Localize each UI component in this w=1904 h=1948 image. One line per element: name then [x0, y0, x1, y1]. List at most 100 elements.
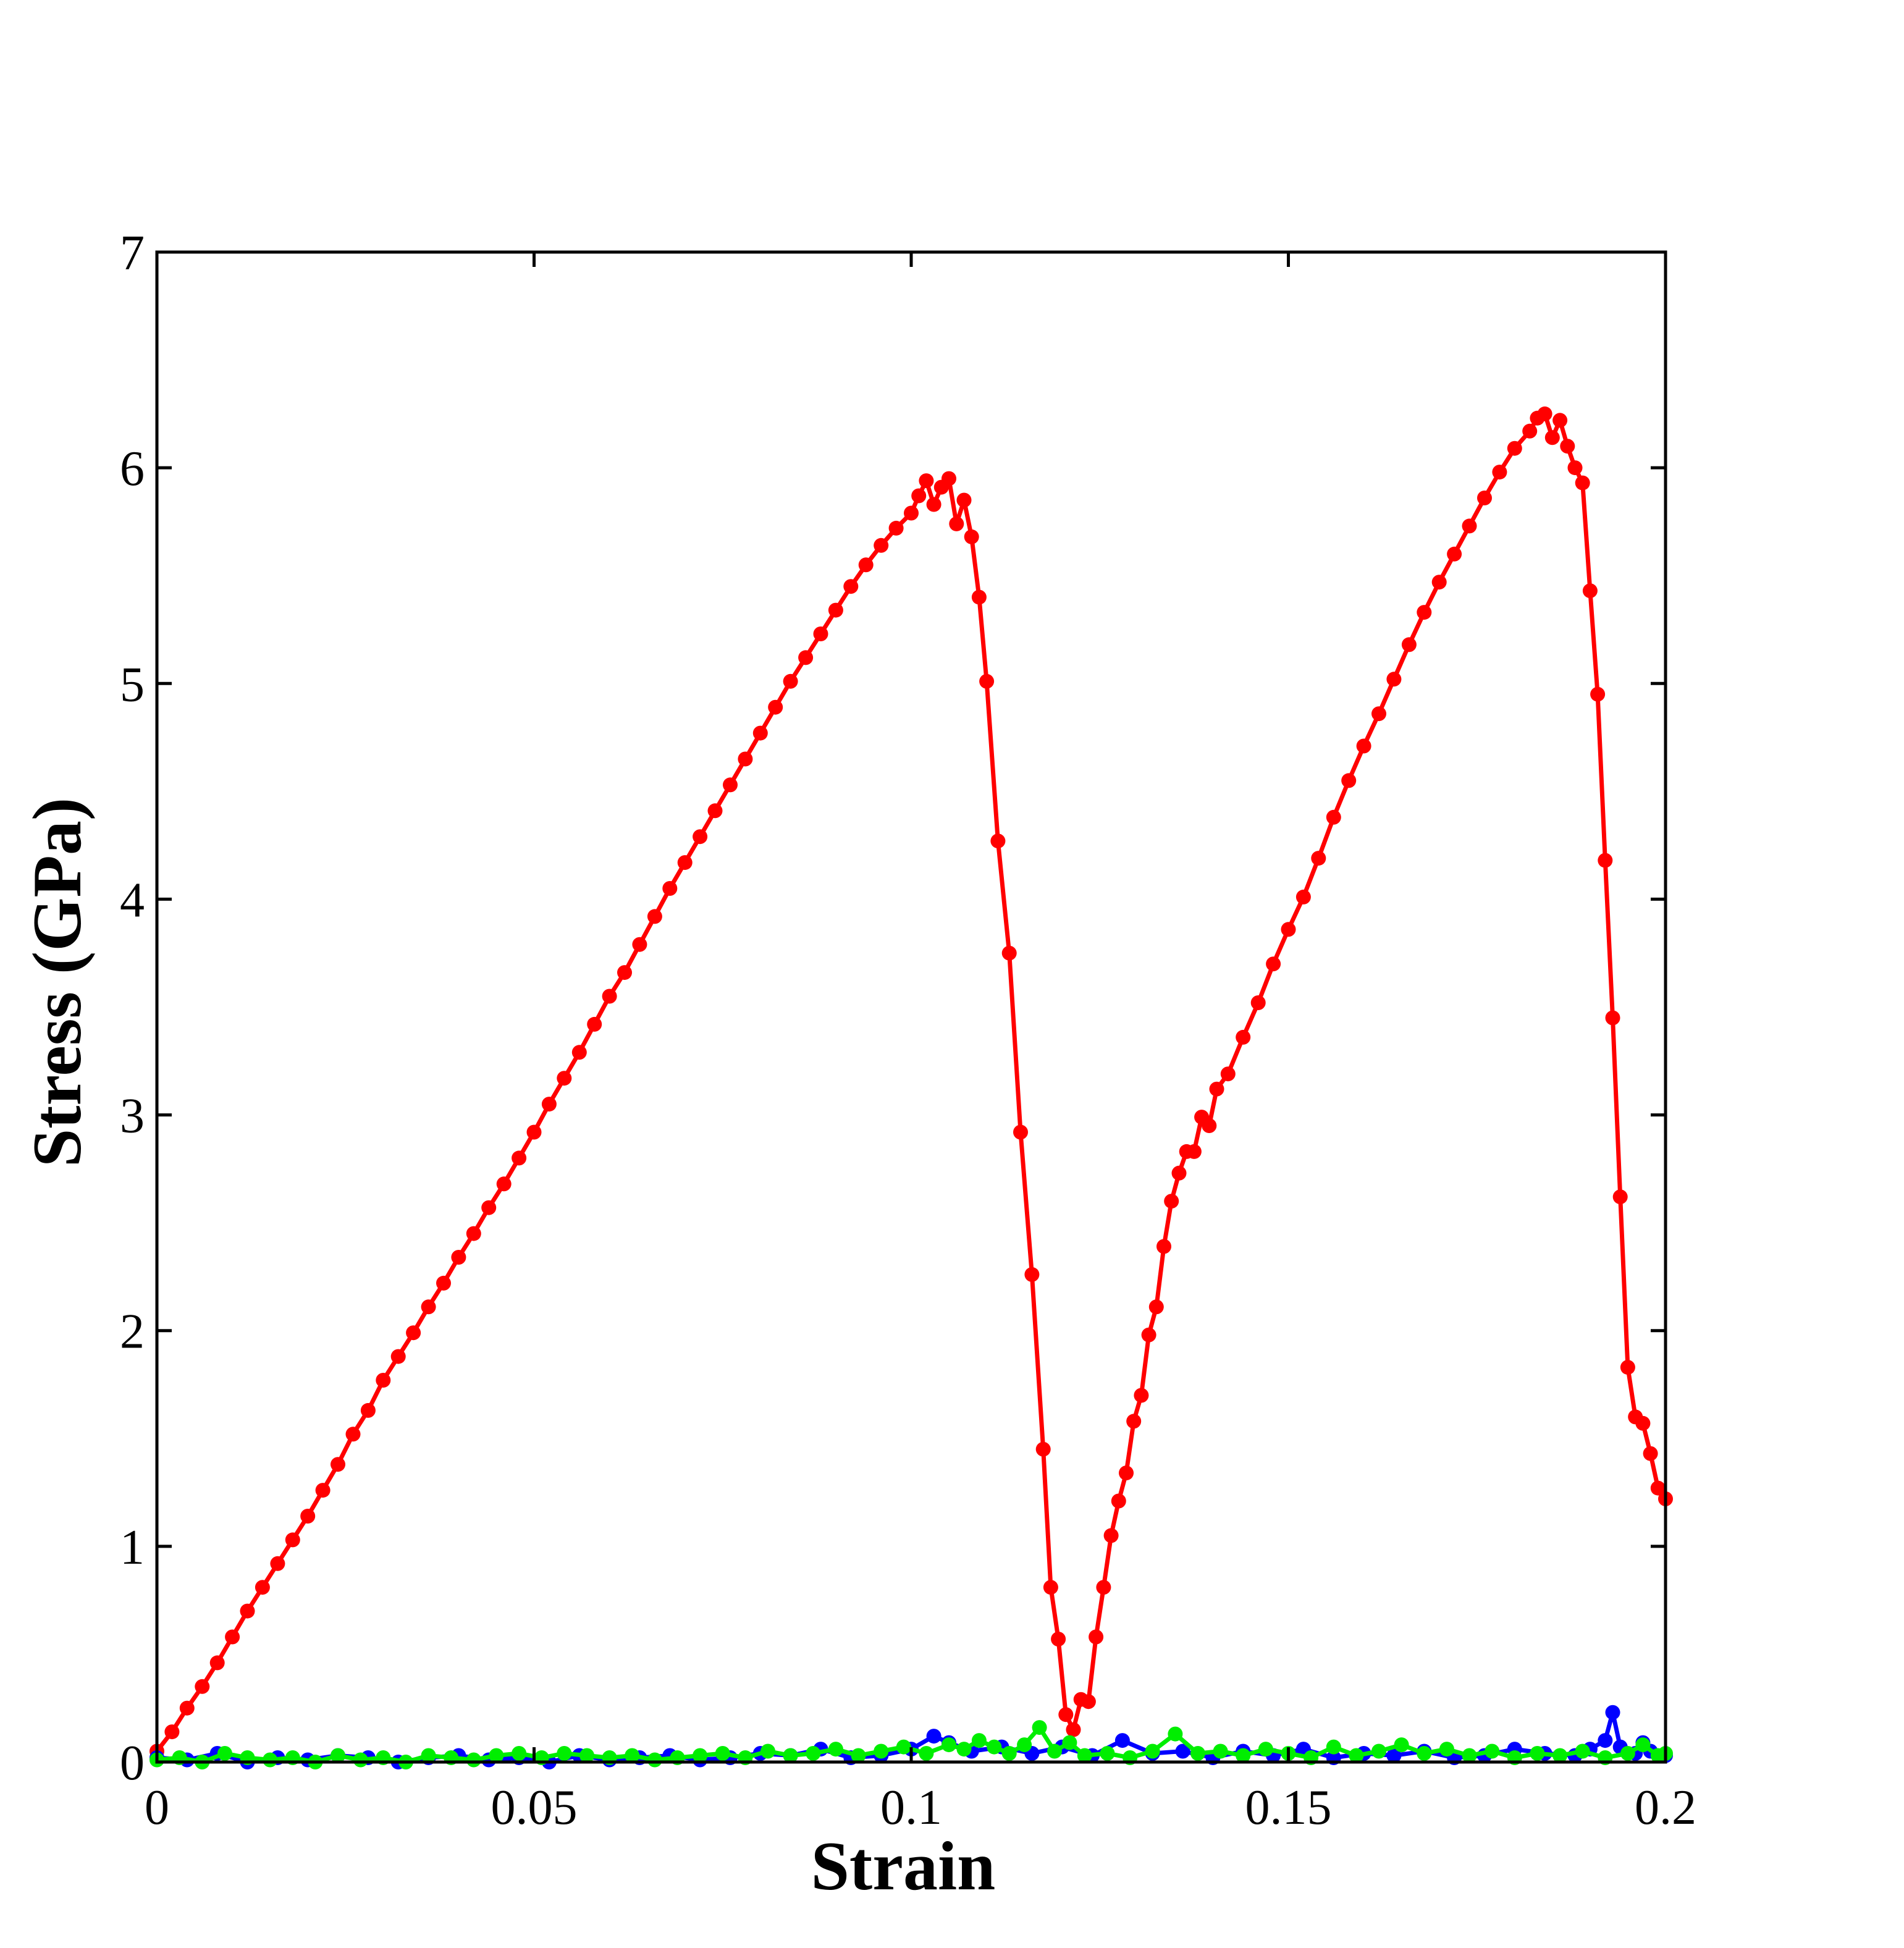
series-0-point-42 [783, 673, 798, 689]
x-tick-label-0: 0 [145, 1781, 169, 1835]
series-0-point-104 [1447, 546, 1462, 562]
series-2-point-31 [851, 1748, 866, 1763]
series-0-point-89 [1220, 1066, 1236, 1082]
series-2-point-62 [1485, 1744, 1500, 1759]
y-tick-label-0: 0 [120, 1736, 145, 1790]
series-0-point-75 [1111, 1493, 1126, 1509]
x-tick-label-2: 0.1 [880, 1781, 942, 1835]
series-0-point-7 [255, 1580, 270, 1595]
series-0-point-50 [904, 505, 919, 521]
series-0-point-93 [1281, 922, 1296, 937]
series-0-point-46 [843, 579, 859, 594]
series-0-point-41 [768, 699, 783, 715]
series-0-point-9 [285, 1532, 300, 1548]
series-0-point-19 [436, 1275, 451, 1291]
series-0-point-80 [1148, 1299, 1164, 1315]
series-0-point-106 [1477, 491, 1492, 505]
series-2-point-12 [421, 1748, 436, 1763]
series-0-point-64 [1024, 1267, 1040, 1282]
series-0-point-39 [738, 751, 753, 767]
series-0-point-14 [360, 1402, 376, 1418]
series-0-point-88 [1209, 1081, 1224, 1097]
series-0-point-98 [1356, 738, 1371, 754]
series-2-point-21 [625, 1748, 640, 1763]
series-0-point-69 [1066, 1722, 1081, 1737]
series-0-point-72 [1089, 1629, 1104, 1645]
y-tick-label-6: 6 [120, 442, 145, 496]
plot-frame [155, 250, 1667, 1764]
series-2-point-29 [806, 1746, 821, 1761]
series-2-point-37 [971, 1733, 987, 1748]
series-0-point-68 [1058, 1707, 1074, 1722]
series-2-point-65 [1552, 1748, 1568, 1763]
series-0-point-103 [1431, 575, 1447, 590]
series-0-point-58 [964, 529, 979, 544]
series-0-point-4 [209, 1655, 225, 1671]
series-2-point-41 [1032, 1720, 1047, 1735]
series-2-point-57 [1371, 1744, 1386, 1759]
series-0-point-24 [512, 1150, 527, 1166]
series-0-point-116 [1575, 475, 1590, 491]
series-2-point-58 [1394, 1737, 1409, 1753]
series-0-point-92 [1266, 956, 1281, 972]
series-0-point-111 [1537, 406, 1552, 421]
series-0-point-101 [1401, 637, 1417, 652]
series-0-point-12 [331, 1457, 345, 1472]
series-0-point-36 [693, 829, 708, 845]
series-0-point-49 [888, 520, 904, 536]
series-0-point-20 [451, 1250, 466, 1265]
x-tick-label-1: 0.05 [491, 1781, 578, 1835]
series-0-point-23 [496, 1176, 512, 1192]
series-2-point-42 [1047, 1744, 1062, 1759]
series-0-point-22 [481, 1200, 497, 1215]
series-0-point-81 [1156, 1239, 1171, 1254]
series-2-point-48 [1168, 1726, 1183, 1742]
series-1-point-50 [1598, 1733, 1613, 1748]
series-2-point-40 [1017, 1737, 1032, 1753]
series-0-point-114 [1560, 439, 1575, 454]
series-0-point-124 [1635, 1415, 1651, 1431]
series-2-point-16 [512, 1746, 527, 1761]
series-0-point-126 [1650, 1480, 1666, 1496]
series-2-point-30 [828, 1742, 843, 1757]
series-2-point-15 [489, 1748, 504, 1763]
series-2-point-18 [557, 1746, 572, 1761]
series-0-point-3 [195, 1679, 210, 1694]
series-0-point-5 [225, 1629, 240, 1645]
series-2-point-44 [1077, 1748, 1092, 1763]
series-2-point-69 [1635, 1737, 1651, 1753]
series-0-point-16 [390, 1349, 406, 1364]
series-0-point-37 [707, 803, 723, 819]
series-0-point-48 [874, 538, 889, 553]
series-1-point-33 [1114, 1733, 1130, 1748]
series-2-point-47 [1145, 1744, 1160, 1759]
series-0-point-78 [1134, 1388, 1149, 1403]
series-0-point-29 [587, 1016, 602, 1032]
series-0-point-95 [1311, 851, 1326, 866]
series-0-point-122 [1620, 1360, 1635, 1375]
series-0-point-44 [813, 626, 828, 641]
series-2-point-8 [331, 1748, 345, 1763]
series-0-point-15 [376, 1373, 391, 1388]
series-0-point-62 [1001, 945, 1017, 961]
series-0-point-67 [1051, 1632, 1066, 1647]
series-2-point-50 [1213, 1744, 1228, 1759]
series-2-point-9 [353, 1752, 368, 1768]
series-0-point-45 [828, 602, 843, 618]
series-0-point-76 [1119, 1465, 1134, 1481]
series-0-point-109 [1522, 423, 1538, 439]
series-0-point-61 [990, 833, 1006, 849]
series-0-point-99 [1371, 706, 1386, 722]
series-1-point-42 [1386, 1748, 1402, 1763]
series-0-point-82 [1164, 1194, 1179, 1209]
series-1-point-51 [1605, 1705, 1620, 1720]
series-0-point-18 [421, 1299, 436, 1315]
series-0-point-115 [1567, 460, 1583, 476]
series-2-point-55 [1326, 1739, 1341, 1755]
series-0-point-55 [941, 471, 956, 486]
series-0-point-60 [979, 673, 995, 689]
series-0-point-35 [677, 855, 693, 871]
series-0-point-91 [1250, 995, 1266, 1010]
series-2-point-5 [263, 1752, 278, 1768]
